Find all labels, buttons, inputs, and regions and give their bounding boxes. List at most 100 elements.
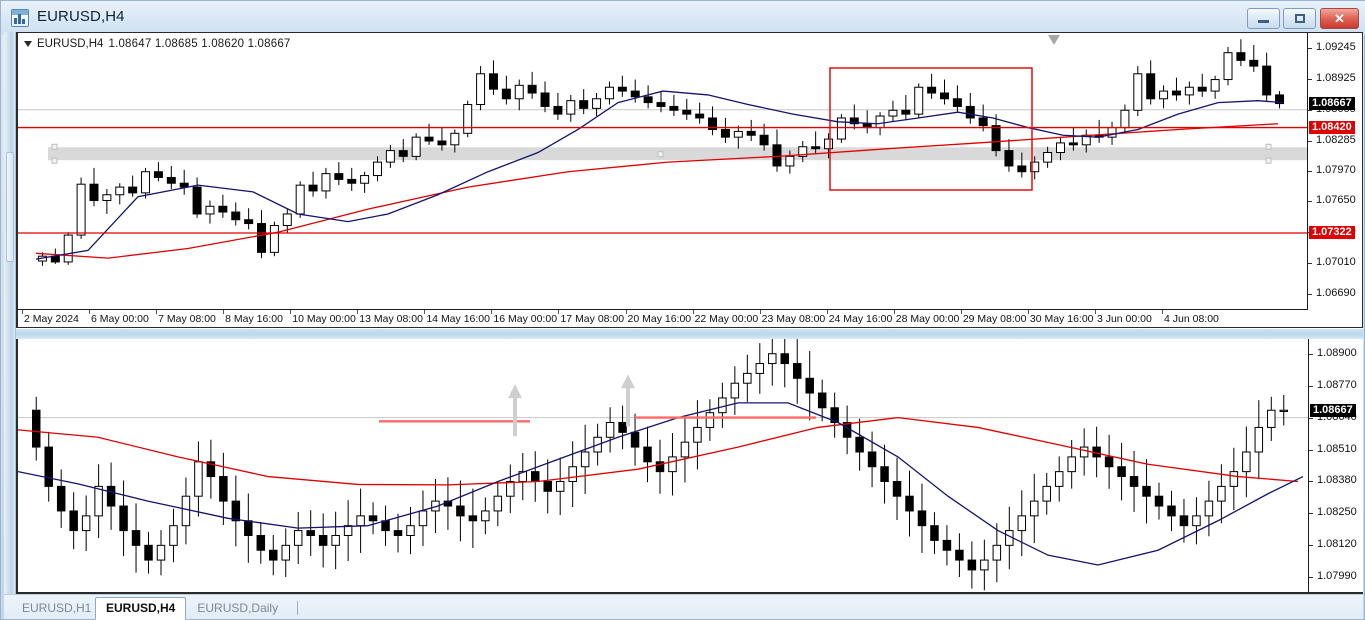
candle [144,531,153,574]
upper-chart-plot[interactable] [18,33,1308,309]
time-tick-label: 16 May 00:00 [493,313,558,325]
candle [381,505,390,546]
price-tick-label: 1.08925 [1316,72,1356,85]
candle [169,508,178,563]
candle [218,194,228,218]
candle [115,183,125,205]
candle [1104,434,1114,489]
price-tick [1308,170,1312,172]
candle [393,513,403,553]
time-tick [223,310,225,314]
candle [1275,91,1285,109]
object-selection-handle [51,143,58,150]
candle [531,451,540,502]
candle [656,91,666,113]
candle [128,175,138,197]
candle [682,98,692,120]
close-button[interactable]: ✕ [1320,8,1359,29]
price-tick [1309,449,1313,451]
candle [179,169,189,195]
price-tick [1308,201,1312,203]
candle [1262,52,1272,101]
candle [617,75,627,97]
candle [892,457,902,521]
candle [1120,104,1130,134]
candle [836,114,846,143]
candle [720,117,730,143]
candle [540,81,550,113]
candle [282,208,292,234]
upper-candlestick-svg [18,35,1308,266]
pane-divider[interactable] [16,329,1363,339]
chart-tab-eurusd-h1[interactable]: EURUSD,H1 [22,601,92,615]
candle [755,343,765,394]
candle [244,493,253,563]
time-scale[interactable]: 2 May 2024 6 May 00:00 7 May 08:00 8 May 16… [18,309,1308,327]
time-tick-label: 20 May 16:00 [627,313,692,325]
candle [772,129,782,172]
candle [406,507,415,555]
candle [927,73,937,99]
candle [156,530,166,576]
time-tick [290,310,292,314]
upper-chart-pane[interactable]: EURUSD,H4 1.08647 1.08685 1.08620 1.0866… [16,32,1363,328]
candle [131,503,141,573]
restore-button[interactable] [1283,8,1316,29]
candle [1267,396,1276,441]
candle [269,535,278,576]
candle [798,141,808,163]
scrollbar-thumb[interactable] [6,152,14,262]
price-tick-label: 1.08250 [1317,506,1357,519]
title-bar: EURUSD,H4 ✕ [1,1,1365,35]
chart-tab-eurusd-h4[interactable]: EURUSD,H4 [95,597,187,620]
candle [295,181,305,218]
lower-price-scale[interactable]: 1.089001.087701.086401.085101.083801.082… [1308,339,1363,592]
time-tick-label: 30 May 16:00 [1029,313,1094,325]
candle [368,502,378,535]
candle [1055,137,1065,161]
time-tick-label: 10 May 00:00 [292,313,356,325]
price-tick-label: 1.08120 [1317,538,1357,551]
candle [31,396,41,461]
price-tick [1309,577,1313,579]
chart-symbol-period: EURUSD,H4 [37,38,104,50]
time-tick [759,310,761,314]
ma-fast-line [35,90,1284,260]
time-tick-label: 13 May 08:00 [359,313,423,325]
candle [630,413,640,466]
price-tick [1308,293,1312,295]
price-tick-label: 1.07990 [1317,570,1357,583]
candle [231,475,241,547]
candle [281,528,290,578]
chart-tab-eurusd-daily[interactable]: EURUSD,Daily [197,601,279,615]
candle [411,133,421,161]
price-tick [1309,513,1313,515]
candle [1223,46,1233,86]
candle [555,457,565,516]
minimize-button[interactable] [1247,8,1280,29]
price-tick [1309,417,1313,419]
candle [373,156,382,182]
upper-price-scale[interactable]: 1.092451.089251.086051.082851.079701.076… [1307,33,1362,309]
candle [914,83,924,118]
candle [231,202,241,226]
lower-chart-plot[interactable] [18,339,1308,592]
time-tick-label: 8 May 16:00 [225,313,283,325]
candle [1017,152,1027,178]
vertical-scrollbar[interactable] [4,32,16,594]
candle [385,144,395,168]
candle [1017,490,1027,557]
time-tick [826,310,828,314]
charts-client-area: EURUSD,H4 1.08647 1.08685 1.08620 1.0866… [4,32,1363,594]
candle [1249,45,1259,72]
candle [930,512,939,554]
candle [1179,498,1189,543]
lower-chart-pane[interactable]: 1.089001.087701.086401.085101.083801.082… [16,339,1363,594]
candle [468,488,478,549]
time-tick [1162,310,1163,314]
candle [153,162,163,182]
candle [1042,472,1051,515]
candle [849,104,859,130]
candle [488,60,498,95]
chevron-down-icon[interactable] [24,41,32,47]
